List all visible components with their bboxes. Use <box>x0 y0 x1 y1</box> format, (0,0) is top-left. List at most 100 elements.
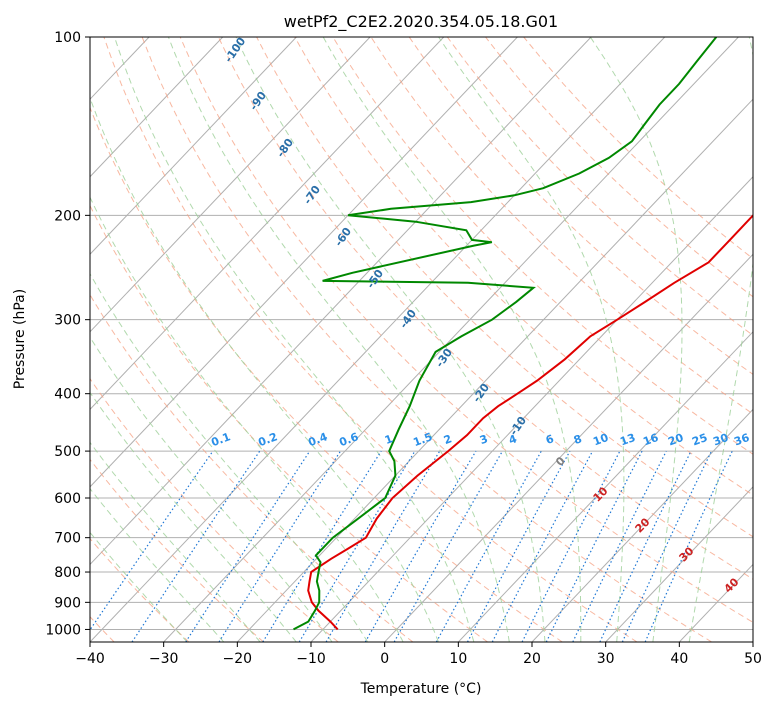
dry-adiabat-70 <box>256 37 753 538</box>
moist-adiabat--5 <box>90 272 369 642</box>
mixing-ratio-line-0.4 <box>185 450 311 642</box>
moist-adiabat-0 <box>90 196 404 642</box>
x-tick-label: −30 <box>149 651 179 667</box>
isotherm-20 <box>531 408 753 642</box>
isotherm--30 <box>163 37 739 642</box>
chart-title: wetPf2_C2E2.2020.354.05.18.G01 <box>284 12 558 32</box>
plot-frame <box>89 36 754 643</box>
mixing-ratio-label: 10 <box>591 431 610 449</box>
dry-adiabat-label: -40 <box>397 307 419 331</box>
moist-adiabat--30 <box>90 531 188 642</box>
mixing-ratio-label: 6 <box>544 432 556 447</box>
mixing-ratio-line-20 <box>572 450 667 642</box>
dry-adiabat-120 <box>446 37 753 336</box>
y-tick-label: 400 <box>54 387 81 403</box>
x-axis-ticks: −40 −30 −20 −10 0 10 20 30 40 50 <box>75 642 762 667</box>
mixing-ratio-line-0.2 <box>131 450 261 642</box>
dewpoint-profile <box>293 37 718 631</box>
isotherm--60 <box>90 37 518 488</box>
isotherm-50 <box>752 641 753 642</box>
mixing-ratio-label: 2 <box>442 432 454 447</box>
mixing-ratio-line-1.5 <box>298 450 416 642</box>
isotherms <box>0 37 753 642</box>
y-axis-ticks: 1000 900 800 700 600 500 400 300 200 100 <box>45 30 90 638</box>
isotherm-30 <box>605 486 753 642</box>
moist-adiabat--25 <box>90 487 225 642</box>
mixing-ratio-label: 0.4 <box>306 430 329 449</box>
x-tick-label: 0 <box>380 651 389 667</box>
dry-adiabat-80 <box>294 37 753 496</box>
dry-adiabat--30 <box>90 537 190 642</box>
dry-adiabat-40 <box>141 37 712 642</box>
moist-adiabat--15 <box>90 391 297 642</box>
y-axis-label: Pressure (hPa) <box>12 289 28 389</box>
temperature-profile <box>307 213 753 631</box>
line-labels: -100-90-80-70-60-50-40-30-20-10010203040… <box>209 35 751 596</box>
x-tick-label: 30 <box>597 651 615 667</box>
mixing-ratio-line-16 <box>545 450 643 642</box>
y-tick-label: 500 <box>54 444 81 460</box>
dry-adiabats <box>90 37 753 642</box>
mixing-ratio-line-3 <box>364 450 477 642</box>
dry-adiabat-label: -70 <box>301 183 323 207</box>
x-tick-label: −10 <box>296 651 326 667</box>
mixing-ratio-label: 0.2 <box>256 430 279 449</box>
profile-series <box>293 37 753 631</box>
dry-adiabat--20 <box>90 458 264 642</box>
moist-adiabat-label: 30 <box>677 544 697 564</box>
mixing-ratio-label: 13 <box>618 431 637 448</box>
mixing-ratio-lines <box>90 450 733 642</box>
dry-adiabat-label: -20 <box>470 381 492 405</box>
mixing-ratio-line-8 <box>466 450 571 642</box>
dry-adiabat-90 <box>332 37 753 455</box>
y-tick-label: 600 <box>54 491 81 507</box>
dry-adiabat-10 <box>90 204 488 642</box>
dry-adiabat-label: -90 <box>247 89 269 113</box>
isotherm--70 <box>90 37 445 411</box>
mixing-ratio-label: 4 <box>507 432 519 447</box>
moist-adiabats <box>90 37 753 642</box>
moist-adiabat--20 <box>90 441 261 642</box>
isotherm--130 <box>0 37 2 642</box>
moist-adiabat-5 <box>90 96 439 642</box>
isotherm--40 <box>90 37 666 642</box>
dry-adiabat-110 <box>408 37 753 375</box>
mixing-ratio-line-36 <box>644 450 733 642</box>
isotherm--80 <box>90 37 371 333</box>
dry-adiabat-label: -100 <box>222 35 249 65</box>
mixing-ratio-line-0.1 <box>90 450 214 631</box>
y-tick-label: 300 <box>54 313 81 329</box>
isotherm-10 <box>457 331 753 642</box>
x-tick-label: −40 <box>75 651 105 667</box>
mixing-ratio-label: 0.1 <box>209 430 232 449</box>
mixing-ratio-line-25 <box>599 450 692 642</box>
moist-adiabat-40 <box>688 37 753 642</box>
mixing-ratio-label: 8 <box>572 432 584 447</box>
x-axis-label: Temperature (°C) <box>360 681 482 697</box>
y-tick-label: 700 <box>54 531 81 547</box>
mixing-ratio-label: 3 <box>478 432 490 447</box>
dry-adiabat-label: -80 <box>274 136 296 160</box>
mixing-ratio-line-4 <box>393 450 504 642</box>
moist-adiabat-35 <box>589 37 683 642</box>
dry-adiabat-140 <box>523 37 753 260</box>
y-tick-label: 1000 <box>45 622 81 638</box>
mixing-ratio-label: 25 <box>690 431 709 448</box>
mixing-ratio-line-1 <box>262 450 382 642</box>
dry-adiabat--10 <box>90 377 339 642</box>
mixing-ratio-label: 20 <box>666 431 685 449</box>
y-tick-label: 900 <box>54 595 81 611</box>
x-tick-label: 20 <box>523 651 541 667</box>
mixing-ratio-line-0.6 <box>218 450 342 642</box>
dry-adiabat-0 <box>90 293 414 642</box>
x-tick-label: 40 <box>670 651 688 667</box>
isotherm-0 <box>384 253 753 642</box>
mixing-ratio-label: 1 <box>383 432 395 447</box>
moist-adiabat-10 <box>114 37 475 642</box>
mixing-ratio-label: 1.5 <box>411 430 434 449</box>
mixing-ratio-label: 0.6 <box>337 430 360 449</box>
moist-adiabat-15 <box>167 37 510 642</box>
isotherm--90 <box>90 37 297 256</box>
y-tick-label: 800 <box>54 565 81 581</box>
